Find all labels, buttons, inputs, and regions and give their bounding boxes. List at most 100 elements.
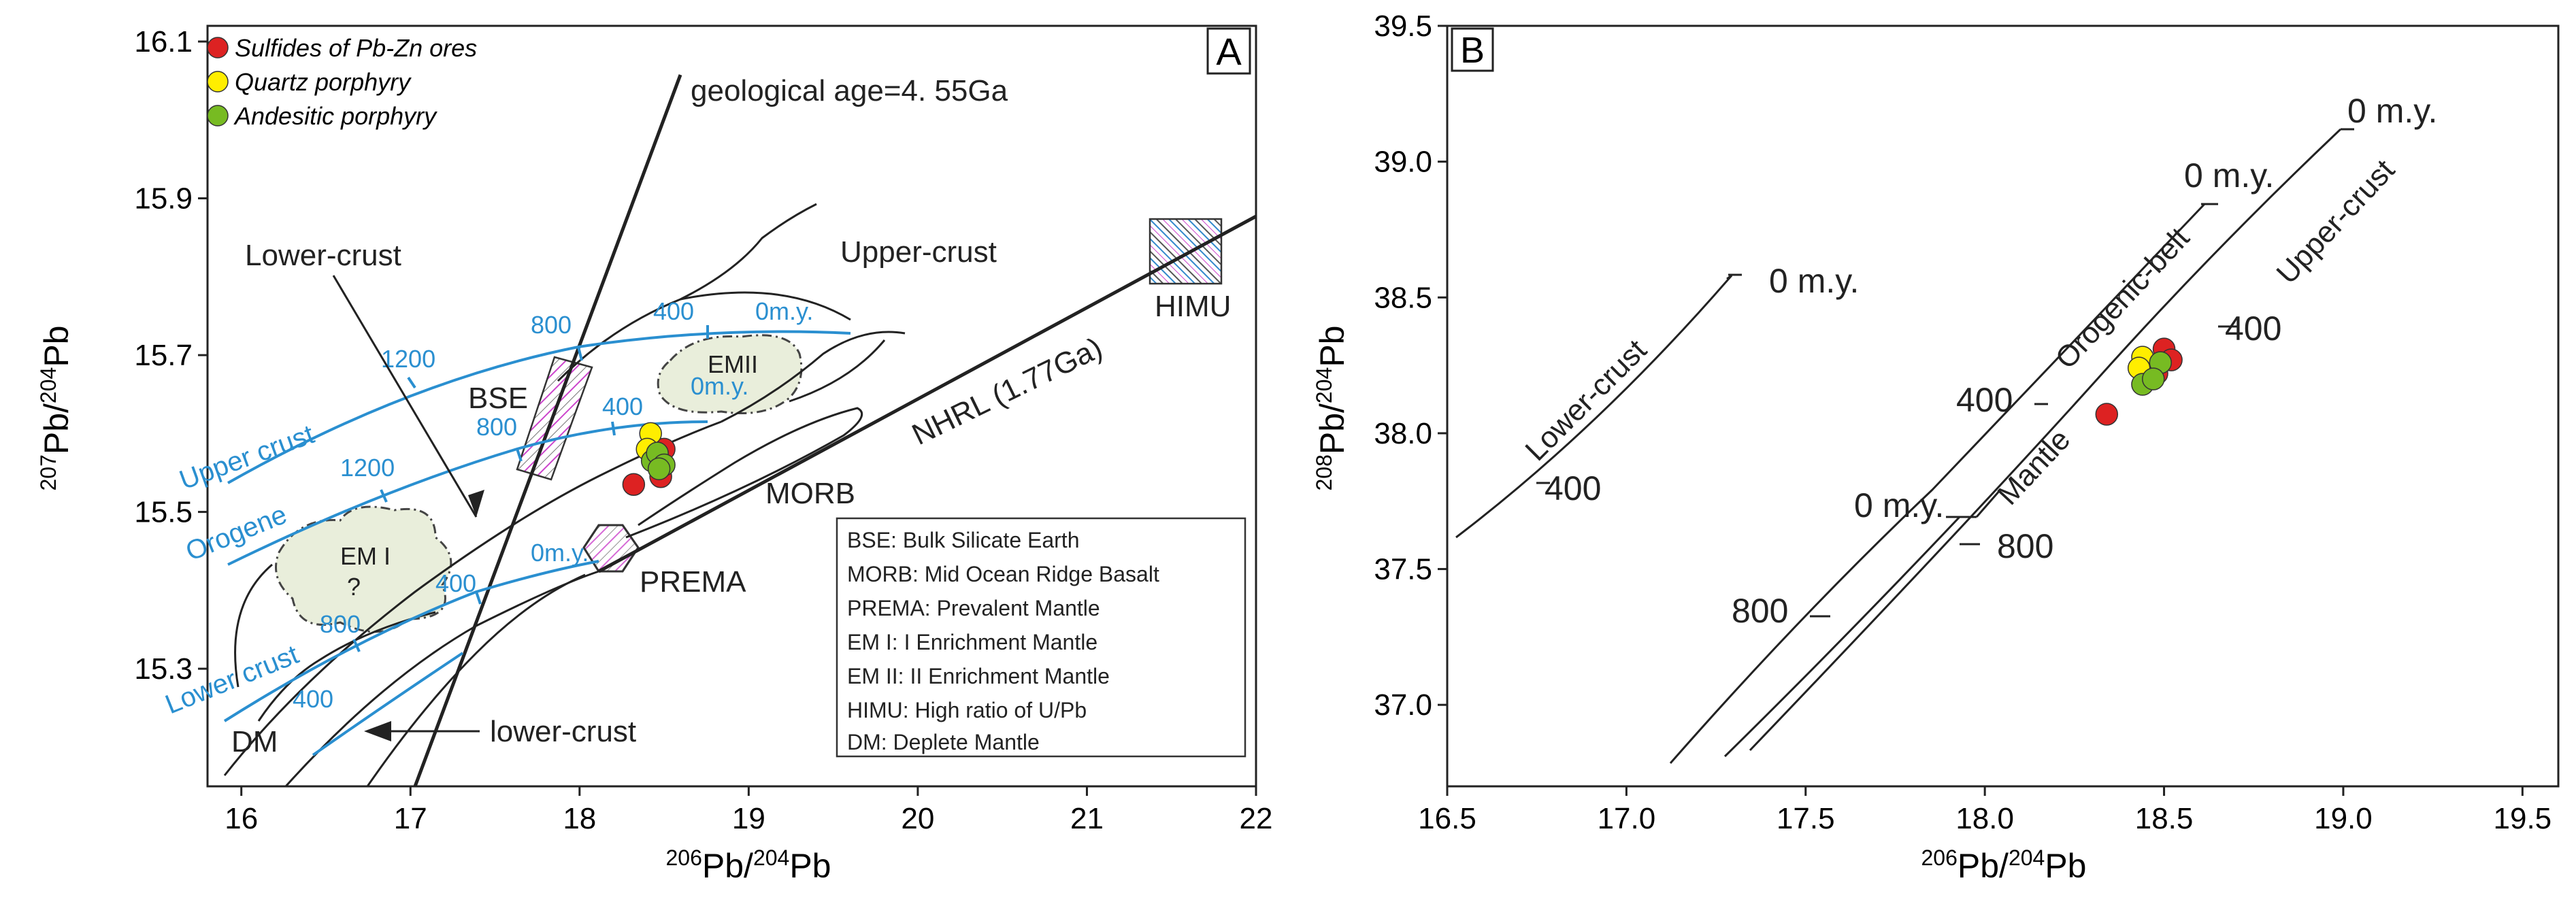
orogenic-belt-400-label: 400: [1956, 381, 2013, 419]
panel-b-ytick-label: 38.5: [1374, 281, 1432, 314]
panel-b-ytick-label: 37.5: [1374, 553, 1432, 586]
lower-crust-0-label: 0 m.y.: [1769, 262, 1859, 300]
em2-field: [657, 334, 803, 414]
panel-b-point-andesitic-porphyry-2: [2141, 367, 2165, 390]
upper-crust-curve: [227, 330, 851, 484]
lower-crust-400-label: 400: [1545, 469, 1601, 507]
lower-crust-curve: [223, 560, 599, 722]
uc-label-400: 400: [653, 297, 694, 325]
panel-a-frame: [206, 24, 1257, 788]
abbreviation-box: [836, 517, 1246, 758]
field-outline-5: [234, 563, 273, 688]
mantle-label: Mantle: [1991, 423, 2077, 512]
himu-label: HIMU: [1155, 290, 1231, 323]
abbrev-himu: HIMU: High ratio of U/Pb: [847, 698, 1087, 722]
uc-label-1200: 1200: [381, 345, 435, 373]
panel-a-xlabel: 206Pb/204Pb: [665, 846, 831, 885]
or-label-0: 0m.y.: [691, 372, 748, 400]
mantle-800-label: 800: [1997, 527, 2053, 565]
panel-b-ytick-label: 39.5: [1374, 10, 1432, 43]
legend-quartz-label: Quartz porphyry: [235, 68, 412, 96]
abbrev-bse: BSE: Bulk Silicate Earth: [847, 528, 1079, 552]
lower-crust-arrow-line: [332, 275, 478, 518]
panel-a: 16 17 18 19 20 21 22 15.3 15.5 15.7 15.9 16.1 206Pb…: [36, 24, 1272, 885]
panel-b-xtick-label: 19.5: [2494, 802, 2552, 835]
upper-crust-growth-curve: [1749, 128, 2354, 752]
legend-quartz-marker: [207, 71, 229, 93]
geochron-line: [413, 74, 682, 787]
panel-a-ytick-label: 15.5: [134, 496, 193, 529]
panel-a-ylabel: 207Pb/204Pb: [36, 325, 76, 490]
em1-question: ?: [347, 573, 361, 601]
panel-b-frame: [1446, 24, 2560, 788]
legend-andesitic-label: Andesitic porphyry: [233, 102, 437, 130]
panel-a-tick-labels: 16 17 18 19 20 21 22 15.3 15.5 15.7 15.9 16.1: [134, 25, 1272, 835]
mantle-tick-0: [1975, 489, 2002, 518]
upper-crust-curve-label: Upper crust: [176, 419, 318, 495]
panel-b-xtick-label: 18.5: [2135, 802, 2194, 835]
panel-a-label: A: [1216, 30, 1242, 73]
em1-field: [275, 505, 452, 633]
evolution-curves: [223, 325, 851, 756]
upper-crust-label: Upper-crust: [840, 235, 997, 269]
prema-hexagon-hatch: [582, 524, 640, 573]
panel-a-xtick-label: 17: [394, 802, 427, 835]
legend-sulfide-marker: [207, 37, 229, 58]
bse-box: [516, 356, 593, 481]
lc-label-0: 0m.y.: [531, 539, 589, 567]
panel-a-point-sulfides-of-pb-zn-ores-0: [622, 473, 646, 497]
or-label-400: 400: [602, 392, 643, 420]
panel-a-point-andesitic-porphyry-3: [647, 457, 671, 480]
panel-a-ytick-label: 15.7: [134, 339, 193, 372]
panel-b-curves: [1455, 128, 2354, 764]
lc-tick-800: [352, 639, 361, 652]
panel-b-xtick-label: 17.5: [1777, 802, 1835, 835]
lc-label-400: 400: [435, 569, 476, 597]
panel-b-xtick-label: 19.0: [2314, 802, 2373, 835]
panel-b-xtick-label: 17.0: [1598, 802, 1656, 835]
panel-a-ytick-label: 15.9: [134, 182, 193, 216]
panel-a-data-points: [622, 422, 676, 497]
prema-label: PREMA: [640, 565, 746, 599]
orogene-curve: [227, 420, 708, 566]
panel-a-xtick-label: 22: [1240, 802, 1273, 835]
abbrev-dm: DM: Deplete Mantle: [847, 730, 1040, 754]
upper-crust-label: Upper-crust: [2270, 153, 2401, 290]
panel-a-xtick-label: 19: [732, 802, 765, 835]
orogenic-belt-growth-curve: [1669, 203, 2218, 764]
lc-label-800: 800: [320, 610, 361, 638]
lower-crust-growth-curve: [1455, 273, 1742, 539]
or-label-800: 800: [476, 413, 517, 441]
panel-b-label: B: [1460, 30, 1485, 71]
panel-b-tick-labels: 16.5 17.0 17.5 18.0 18.5 19.0 19.5 37.0 37.5 38.0…: [1374, 10, 2552, 835]
mantle-0-label: 0 m.y.: [1854, 486, 1944, 524]
lower-crust-arrow-2-head: [364, 721, 391, 741]
panel-a-xtick-label: 21: [1070, 802, 1104, 835]
panel-a-ytick-label: 15.3: [134, 652, 193, 686]
panel-b: 16.5 17.0 17.5 18.0 18.5 19.0 19.5 37.0 37.5 38.0…: [1312, 10, 2560, 885]
panel-b-annotations: Lower-crust 0 m.y. 400 Orogenic-belt 0 m…: [1519, 92, 2437, 630]
lower-crust-curve-2: [312, 652, 464, 756]
panel-a-ytick-label: 16.1: [134, 25, 193, 58]
morb-label: MORB: [765, 477, 855, 510]
abbrev-em1: EM I: I Enrichment Mantle: [847, 630, 1097, 654]
uc-tick-1200: [407, 376, 416, 389]
lower-crust-label-bottom: lower-crust: [490, 715, 636, 748]
legend-andesitic-marker: [207, 105, 229, 127]
himu-box: [1149, 218, 1223, 285]
uc-label-0: 0m.y.: [755, 297, 813, 325]
em1-label: EM I: [340, 542, 391, 570]
or-tick-1200: [380, 489, 388, 503]
or-label-1200: 1200: [340, 454, 395, 482]
lower-crust-label-top: Lower-crust: [245, 239, 401, 272]
panel-b-data-points: [2095, 337, 2183, 426]
legend-sulfide-label: Sulfides of Pb-Zn ores: [235, 34, 477, 62]
orogene-curve-label: Orogene: [182, 499, 291, 567]
upper-crust-0-label: 0 m.y.: [2347, 92, 2437, 130]
panel-b-ytick-label: 38.0: [1374, 417, 1432, 450]
panel-a-xtick-label: 20: [901, 802, 934, 835]
nhrl-line: [597, 214, 1257, 573]
panel-b-ylabel: 208Pb/204Pb: [1312, 325, 1351, 490]
upper-crust-boundary-3: [789, 339, 886, 403]
panel-b-label-box: [1451, 27, 1494, 72]
